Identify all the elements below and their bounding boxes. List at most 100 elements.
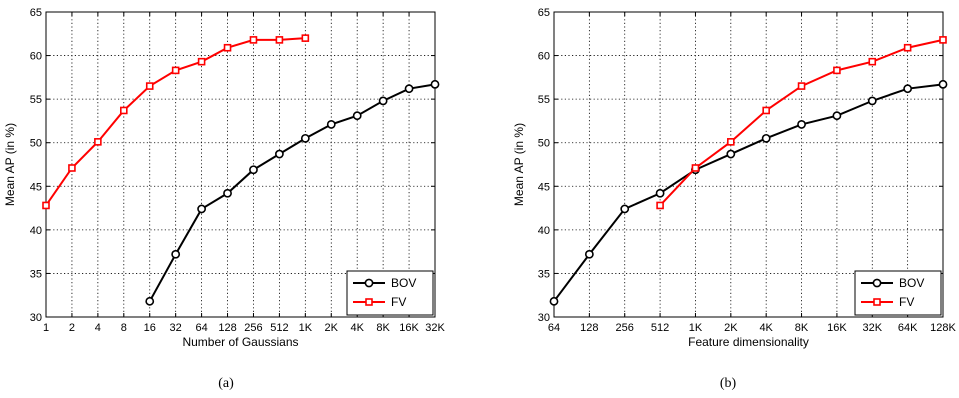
series-fv bbox=[656, 36, 947, 210]
x-tick-label: 1K bbox=[299, 322, 313, 334]
y-tick-label: 40 bbox=[538, 225, 550, 237]
legend: BOV FV bbox=[854, 270, 942, 316]
data-point-fv bbox=[249, 36, 258, 44]
data-point-bov bbox=[867, 96, 877, 106]
data-point-fv bbox=[903, 43, 912, 52]
figure-caption: (a) bbox=[218, 376, 234, 391]
x-tick-label: 256 bbox=[616, 322, 634, 334]
y-tick-label: 35 bbox=[538, 268, 550, 280]
x-tick-label: 64K bbox=[898, 322, 918, 334]
legend-label-bov: BOV bbox=[899, 276, 924, 290]
plot-frame bbox=[553, 11, 944, 318]
data-point-fv bbox=[120, 106, 128, 115]
legend-marker-bov bbox=[872, 278, 882, 288]
x-tick-label: 32 bbox=[170, 322, 182, 334]
data-point-bov bbox=[655, 188, 665, 198]
x-tick-label: 8K bbox=[376, 322, 390, 334]
data-point-fv bbox=[94, 138, 102, 146]
y-tick-label: 40 bbox=[30, 225, 42, 237]
x-tick-label: 1K bbox=[689, 322, 703, 334]
legend-box bbox=[854, 270, 942, 316]
data-point-fv bbox=[727, 138, 735, 146]
y-tick-label: 45 bbox=[538, 181, 550, 193]
data-point-fv bbox=[145, 82, 154, 90]
data-point-bov bbox=[197, 204, 206, 214]
series-line-bov bbox=[553, 83, 944, 302]
x-tick-label: 16 bbox=[144, 322, 156, 334]
data-point-fv bbox=[68, 164, 76, 172]
x-tick-label: 4 bbox=[95, 322, 101, 334]
x-tick-label: 2K bbox=[325, 322, 339, 334]
data-point-bov bbox=[903, 84, 913, 94]
x-tick-label: 4K bbox=[350, 322, 364, 334]
data-point-bov bbox=[761, 133, 771, 143]
data-point-fv bbox=[171, 66, 180, 75]
data-point-fv bbox=[42, 201, 50, 210]
data-point-bov bbox=[620, 204, 630, 214]
data-point-fv bbox=[833, 66, 841, 75]
data-point-bov bbox=[274, 149, 284, 159]
data-point-fv bbox=[762, 106, 770, 115]
data-point-fv bbox=[939, 36, 947, 44]
x-tick-label: 4K bbox=[759, 322, 773, 334]
x-tick-label: 256 bbox=[244, 322, 262, 334]
data-point-fv bbox=[197, 57, 206, 66]
data-point-bov bbox=[832, 111, 842, 121]
series-fv bbox=[42, 34, 310, 210]
chart-panel-a: 30 35 40 45 50 55 60 65 1 2 4 8 16 32 64 128 256 512 1K 2K 4… bbox=[3, 7, 445, 391]
data-point-bov bbox=[726, 149, 736, 159]
data-point-bov bbox=[549, 296, 559, 306]
x-tick-label: 2K bbox=[724, 322, 738, 334]
legend: BOV FV bbox=[346, 270, 434, 316]
x-tick-label: 128 bbox=[580, 322, 598, 334]
x-tick-label: 512 bbox=[651, 322, 669, 334]
x-tick-label: 64 bbox=[195, 322, 207, 334]
data-point-bov bbox=[249, 165, 258, 175]
data-point-fv bbox=[691, 164, 700, 172]
data-point-fv bbox=[275, 36, 284, 44]
x-tick-label: 2 bbox=[69, 322, 75, 334]
data-point-fv bbox=[868, 57, 877, 66]
y-tick-label: 55 bbox=[538, 94, 550, 106]
chart-panel-b: 30 35 40 45 50 55 60 65 64 128 256 512 1K 2K 4K 8K 16K 32… bbox=[512, 7, 957, 391]
data-point-bov bbox=[938, 79, 948, 89]
x-tick-label: 512 bbox=[270, 322, 288, 334]
y-tick-label: 50 bbox=[538, 138, 550, 150]
data-point-bov bbox=[797, 120, 806, 129]
x-axis-label: Number of Gaussians bbox=[182, 335, 298, 349]
legend-marker-bov bbox=[364, 278, 374, 288]
y-tick-label: 30 bbox=[30, 312, 42, 324]
x-tick-label: 16K bbox=[827, 322, 847, 334]
x-tick-label: 1 bbox=[43, 322, 49, 334]
legend-marker-fv bbox=[873, 298, 881, 306]
data-point-bov bbox=[326, 120, 336, 129]
x-axis-label: Feature dimensionality bbox=[688, 335, 809, 349]
x-tick-label: 128K bbox=[930, 322, 956, 334]
y-tick-label: 35 bbox=[30, 268, 42, 280]
y-axis-label: Mean AP (in %) bbox=[512, 123, 526, 206]
legend-marker-fv bbox=[365, 298, 373, 306]
figure-caption: (b) bbox=[720, 376, 737, 391]
y-tick-label: 30 bbox=[538, 312, 550, 324]
data-point-fv bbox=[301, 34, 310, 42]
legend-label-fv: FV bbox=[899, 295, 914, 309]
data-point-bov bbox=[404, 84, 414, 94]
data-point-bov bbox=[171, 249, 181, 259]
y-tick-label: 45 bbox=[30, 181, 42, 193]
data-point-bov bbox=[378, 96, 388, 106]
series-bov bbox=[145, 79, 440, 306]
y-tick-label: 65 bbox=[30, 7, 42, 19]
data-point-bov bbox=[145, 296, 155, 306]
y-tick-label: 50 bbox=[30, 138, 42, 150]
y-tick-label: 60 bbox=[30, 51, 42, 63]
y-tick-label: 60 bbox=[538, 51, 550, 63]
data-point-fv bbox=[223, 43, 232, 52]
x-tick-label: 64 bbox=[548, 322, 560, 334]
y-axis-label: Mean AP (in %) bbox=[3, 123, 17, 206]
data-point-fv bbox=[797, 82, 806, 90]
series-line-bov bbox=[148, 83, 436, 302]
series-bov bbox=[549, 79, 948, 306]
x-tick-label: 32K bbox=[425, 322, 445, 334]
data-point-bov bbox=[584, 249, 594, 259]
